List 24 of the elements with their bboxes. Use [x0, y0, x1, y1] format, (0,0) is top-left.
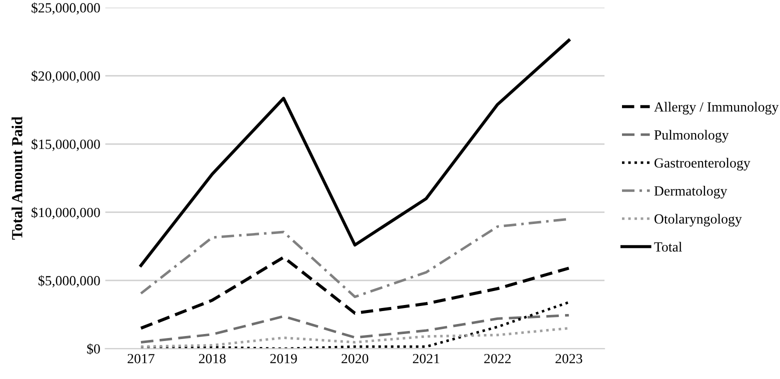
y-tick-label: $0: [87, 343, 100, 355]
legend-label: Gastroenterology: [654, 158, 750, 171]
line-series: [140, 326, 570, 348]
y-axis-title: Total Amount Paid: [12, 116, 22, 240]
legend-label: Dermatology: [654, 186, 728, 199]
line-series: [139, 38, 570, 267]
x-tick-label: 2022: [484, 354, 511, 364]
y-tick-label: $5,000,000: [38, 275, 100, 288]
x-tick-label: 2017: [128, 354, 154, 364]
x-tick-label: 2021: [412, 354, 440, 364]
x-tick-label: 2018: [198, 354, 226, 364]
legend-label: Otolaryngology: [654, 214, 742, 227]
y-tick-label: $15,000,000: [32, 138, 100, 151]
y-tick-label: $10,000,000: [32, 207, 100, 220]
legend-label: Pulmonology: [654, 130, 729, 143]
line-series: [139, 256, 570, 330]
legend-label: Allergy / Immunology: [654, 102, 779, 115]
line-series: [140, 314, 570, 344]
x-tick-label: 2023: [556, 354, 582, 364]
y-tick-label: $25,000,000: [32, 2, 100, 15]
x-tick-label: 2019: [270, 354, 297, 364]
legend-label: Total: [654, 242, 682, 252]
x-tick-label: 2020: [342, 354, 368, 364]
y-tick-label: $20,000,000: [32, 70, 100, 83]
